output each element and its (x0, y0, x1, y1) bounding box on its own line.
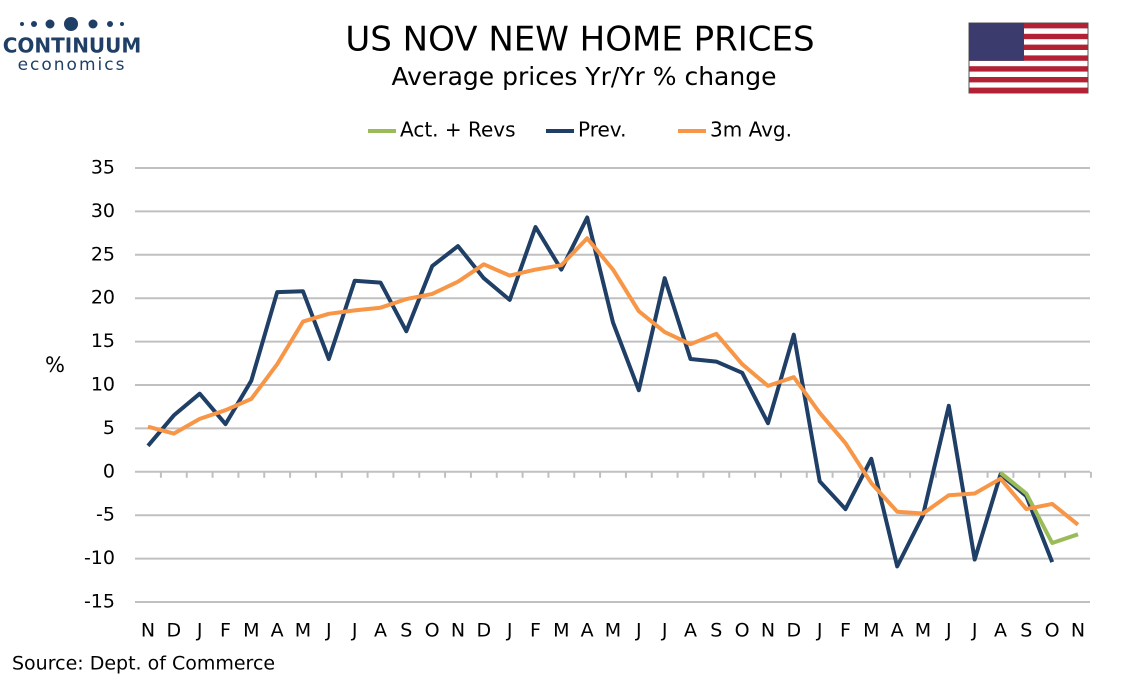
y-tick-label: -15 (84, 591, 115, 613)
x-tick-label: A (891, 620, 904, 642)
logo: CONTINUUM economics (3, 17, 142, 75)
x-tick-label: F (220, 620, 231, 642)
x-tick-label: A (994, 620, 1007, 642)
series-line (146, 215, 1055, 569)
legend-label: Act. + Revs (400, 118, 516, 142)
y-tick-label: -10 (84, 547, 115, 569)
x-tick-label: M (295, 620, 311, 642)
y-tick-label: 25 (91, 243, 115, 265)
x-tick-label: M (243, 620, 259, 642)
legend-label: 3m Avg. (710, 118, 792, 142)
y-tick-label: 20 (91, 287, 115, 309)
flag (968, 22, 1089, 94)
x-tick-label: J (945, 620, 952, 642)
y-tick-label: 10 (91, 374, 115, 396)
x-tick-label: S (710, 620, 722, 642)
x-tick-label: A (684, 620, 697, 642)
x-tick-label: D (167, 620, 182, 642)
x-tick-label: M (915, 620, 931, 642)
x-tick-label: F (530, 620, 541, 642)
x-tick-label: J (816, 620, 823, 642)
x-tick-label: D (477, 620, 492, 642)
chart-subtitle: Average prices Yr/Yr % change (392, 62, 777, 91)
x-tick-label: M (605, 620, 621, 642)
x-tick-label: M (863, 620, 879, 642)
y-tick-label: 15 (91, 330, 115, 352)
y-axis-label: % (45, 353, 65, 377)
x-tick-label: O (1045, 620, 1060, 642)
x-tick-label: O (735, 620, 750, 642)
y-tick-label: 35 (91, 157, 115, 179)
x-tick-label: A (374, 620, 387, 642)
logo-name: CONTINUUM (3, 34, 142, 58)
x-tick-label: D (787, 620, 802, 642)
y-tick-label: 0 (103, 460, 115, 482)
x-tick-label: J (635, 620, 642, 642)
x-tick-label: S (1020, 620, 1032, 642)
x-tick-label: J (971, 620, 978, 642)
x-tick-label: N (761, 620, 775, 642)
x-tick-label: J (325, 620, 332, 642)
x-tick-label: F (840, 620, 851, 642)
series-line (999, 471, 1079, 545)
x-tick-label: M (553, 620, 569, 642)
legend-label: Prev. (578, 118, 626, 142)
x-tick-label: A (271, 620, 284, 642)
source: Source: Dept. of Commerce (12, 653, 275, 675)
y-tick-label: 30 (91, 200, 115, 222)
y-tick-label: 5 (103, 417, 115, 439)
chart-title: US NOV NEW HOME PRICES (345, 20, 814, 60)
x-tick-label: J (196, 620, 203, 642)
x-tick-label: O (425, 620, 440, 642)
x-tick-label: N (1071, 620, 1085, 642)
x-tick-label: J (351, 620, 358, 642)
x-tick-label: N (451, 620, 465, 642)
logo-tagline: economics (18, 55, 127, 75)
x-tick-label: J (661, 620, 668, 642)
series-line (147, 236, 1080, 527)
x-tick-label: J (506, 620, 513, 642)
x-tick-label: N (141, 620, 155, 642)
x-tick-label: A (581, 620, 594, 642)
y-tick-label: -5 (96, 504, 115, 526)
x-tick-label: S (400, 620, 412, 642)
